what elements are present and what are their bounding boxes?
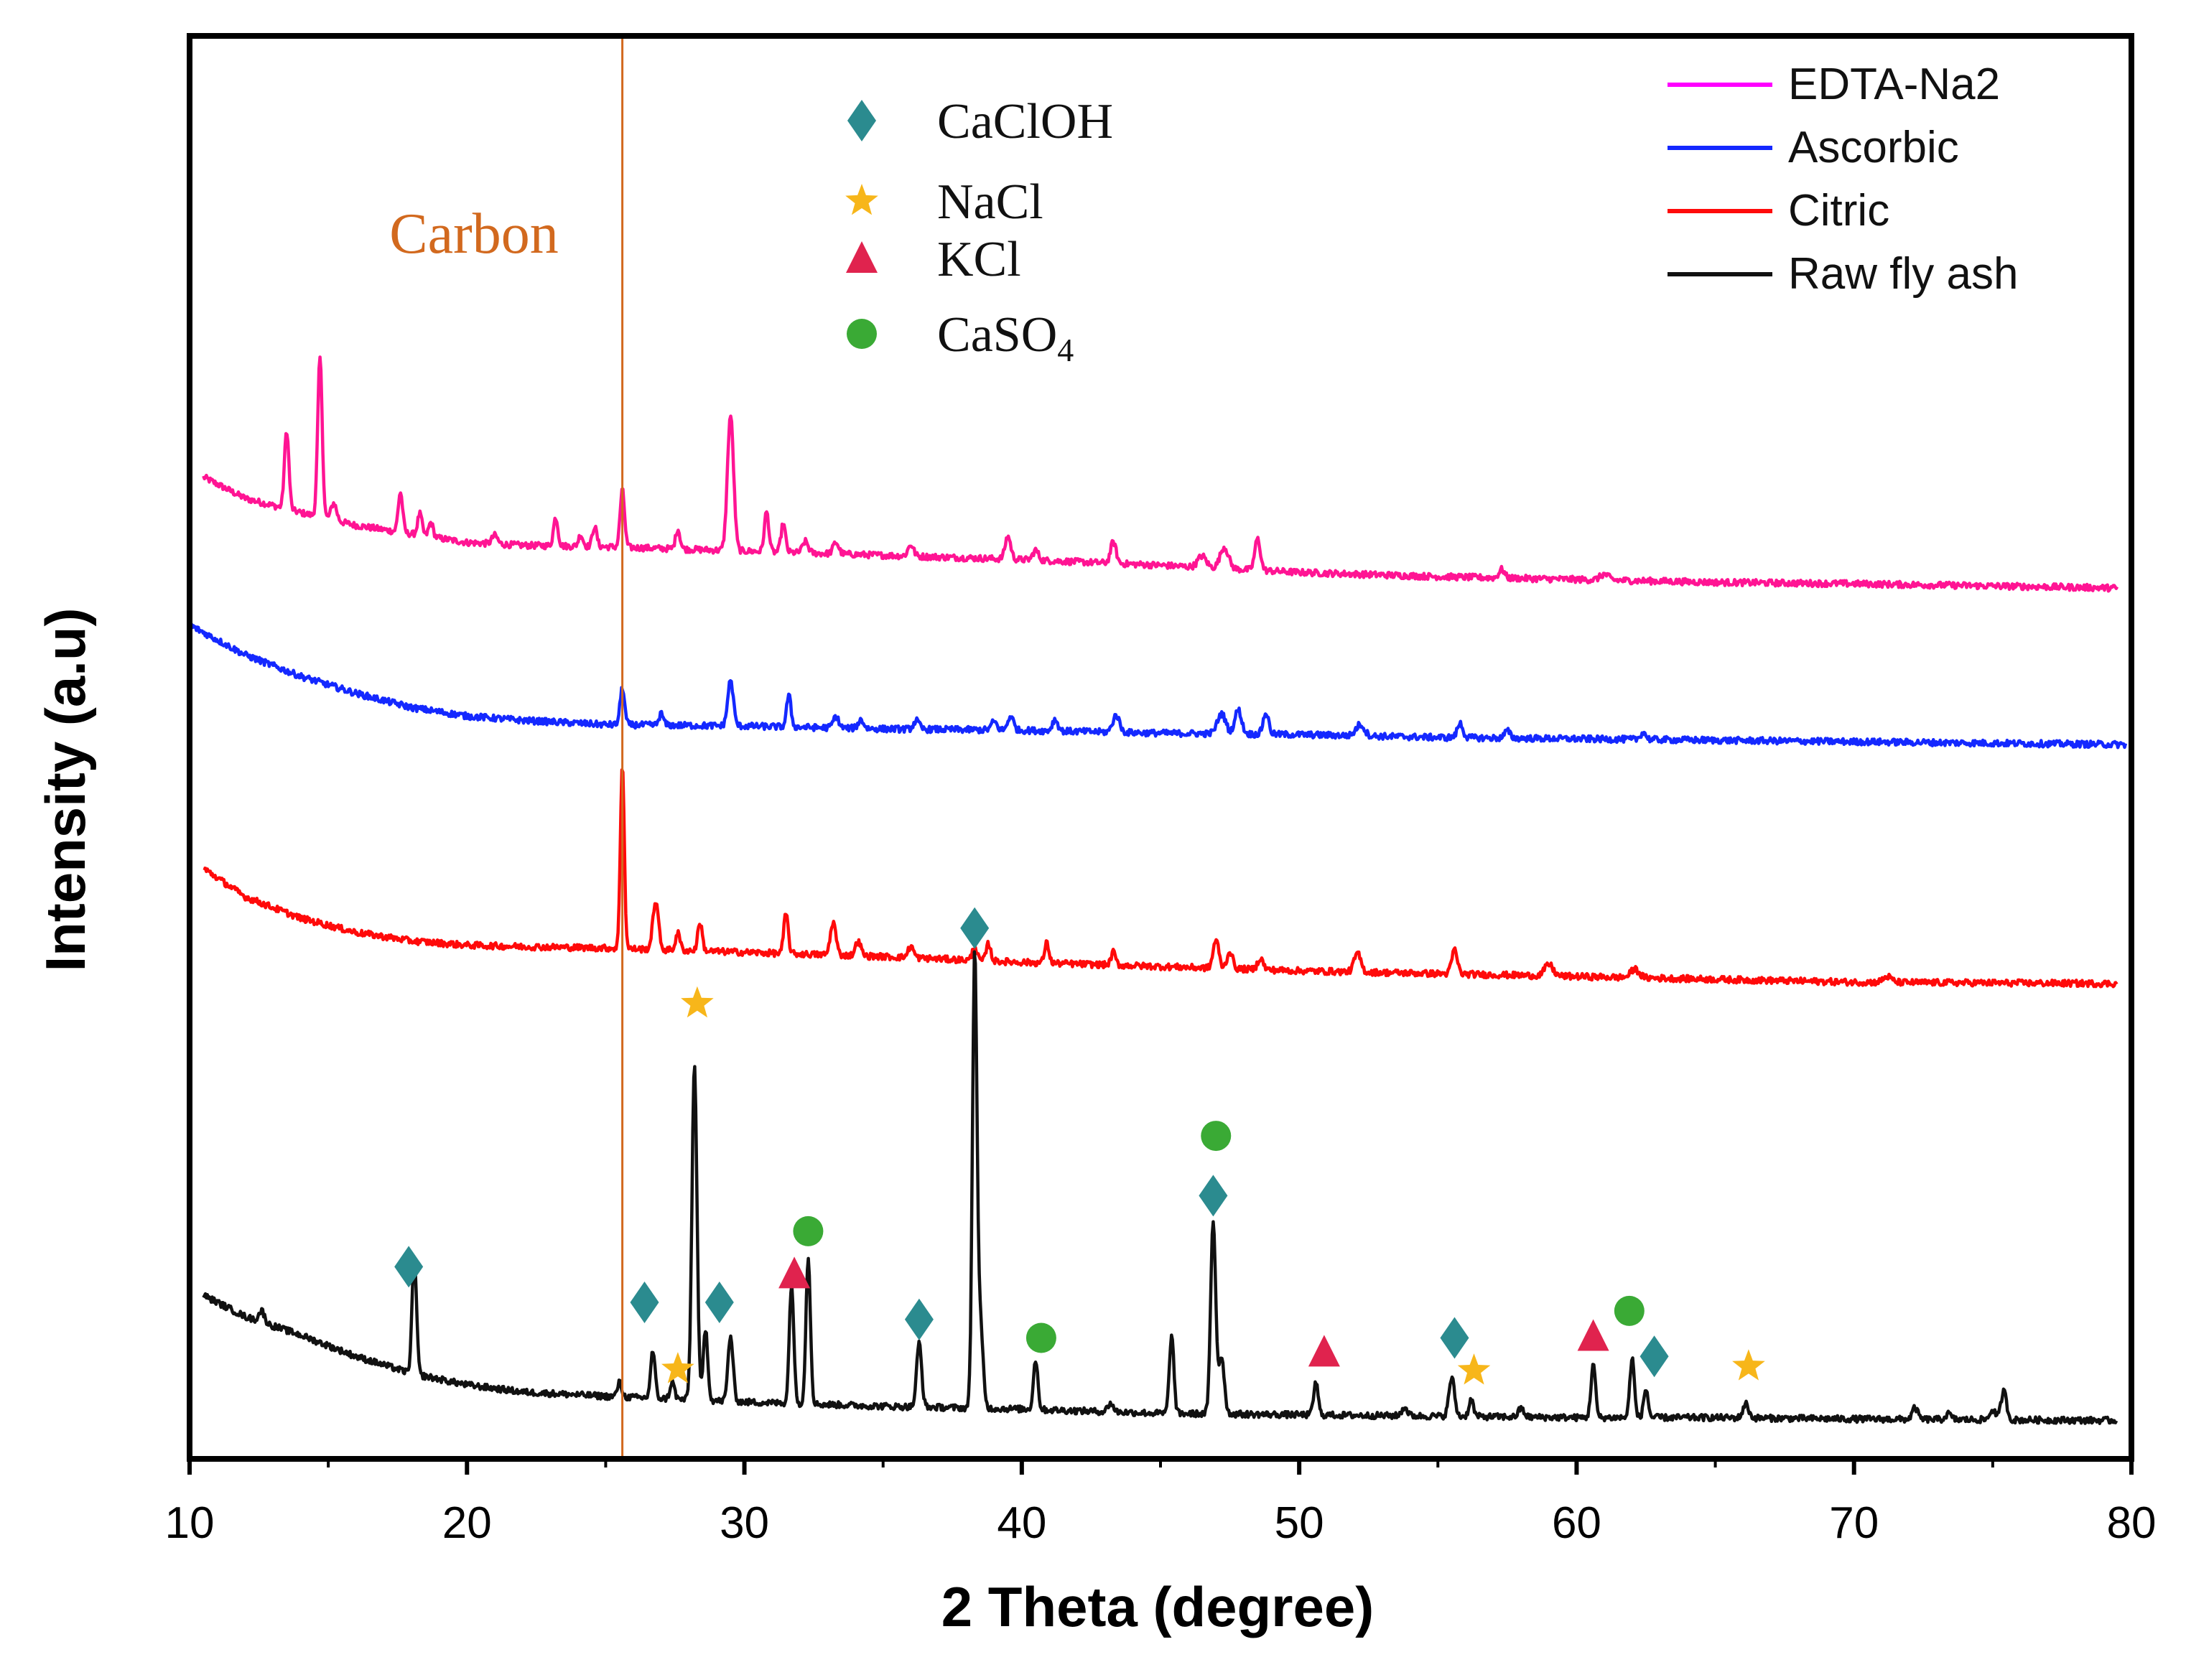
legend-marker-nacl [845, 184, 878, 215]
series-line [188, 622, 2128, 750]
phase-marker-cacloh [960, 907, 990, 949]
phase-marker-cacloh [630, 1281, 659, 1323]
phase-marker-cacloh [1440, 1317, 1469, 1359]
x-tick-label: 20 [442, 1498, 492, 1548]
phase-marker-nacl [1732, 1349, 1765, 1381]
phase-marker-cacloh [1199, 1175, 1228, 1217]
x-tick-label: 70 [1829, 1498, 1879, 1548]
legend-marker-kcl [846, 241, 878, 273]
legend-label-cacloh: CaClOH [937, 94, 1113, 149]
legend-series-label: Citric [1788, 186, 1889, 235]
legend-label-caso4: CaSO4 [937, 307, 1074, 368]
series-line [203, 767, 2118, 989]
x-tick-label: 60 [1552, 1498, 1601, 1548]
legend-label-kcl: KCl [937, 232, 1021, 287]
carbon-label: Carbon [389, 202, 559, 266]
phase-marker-caso4 [1025, 1322, 1056, 1353]
phase-marker-kcl [1577, 1319, 1609, 1351]
phase-marker-nacl [681, 986, 714, 1018]
x-tick-label: 50 [1275, 1498, 1324, 1548]
phase-marker-caso4 [1614, 1295, 1645, 1326]
legend-label-nacl: NaCl [937, 174, 1043, 230]
x-axis-ticks: 10 20 30 40 50 60 70 80 [165, 1459, 2157, 1548]
legend-series-label: Ascorbic [1788, 123, 1959, 172]
phase-marker-nacl [661, 1352, 694, 1383]
phase-markers-layer [394, 907, 1765, 1385]
phase-marker-caso4 [793, 1215, 824, 1246]
legend-marker-cacloh [847, 100, 876, 141]
x-axis-label: 2 Theta (degree) [941, 1575, 1374, 1638]
series-legend: EDTA-Na2 Ascorbic Citric Raw fly ash [1668, 60, 2018, 299]
legend-series-label: Raw fly ash [1788, 249, 2018, 299]
x-tick-label: 40 [997, 1498, 1046, 1548]
legend-series-label: EDTA-Na2 [1788, 60, 2000, 109]
phase-marker-kcl [778, 1256, 811, 1289]
series-lines-layer [188, 355, 2128, 1425]
series-line [202, 355, 2119, 593]
phase-marker-cacloh [904, 1298, 934, 1340]
phase-marker-kcl [1308, 1335, 1340, 1367]
phase-marker-caso4 [1201, 1121, 1232, 1152]
legend-marker-caso4 [847, 319, 877, 349]
phase-marker-nacl [1457, 1353, 1491, 1385]
x-tick-label: 10 [165, 1498, 215, 1548]
phase-marker-cacloh [704, 1281, 734, 1323]
phase-marker-cacloh [1640, 1335, 1669, 1378]
x-tick-label: 80 [2107, 1498, 2157, 1548]
phase-marker-cacloh [394, 1246, 424, 1288]
x-tick-label: 30 [720, 1498, 769, 1548]
series-line [202, 950, 2118, 1425]
y-axis-label: Intensity (a.u) [34, 607, 97, 971]
